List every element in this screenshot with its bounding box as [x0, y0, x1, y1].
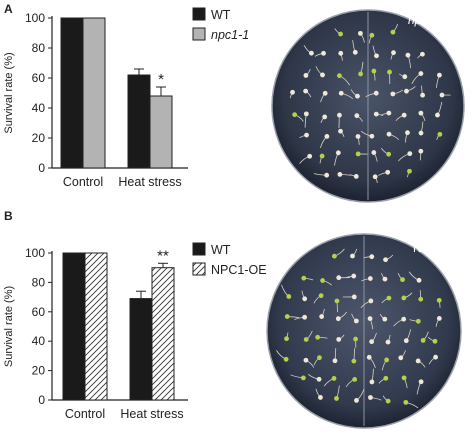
- y-tick-label: 20: [32, 364, 46, 378]
- legend-swatch: [192, 262, 206, 276]
- bar-hatched-1: [151, 267, 175, 401]
- plate-photo-b: [265, 232, 463, 430]
- y-tick-label: 100: [25, 246, 45, 260]
- y-tick-label: 0: [38, 393, 45, 407]
- y-tick-label: 20: [32, 131, 46, 145]
- y-tick-label: 40: [32, 334, 46, 348]
- y-tick-label: 40: [32, 101, 46, 115]
- x-tick-label: Heat stress: [120, 407, 183, 421]
- bar-gray-0: [82, 17, 106, 169]
- x-tick-label: Control: [63, 175, 103, 189]
- bar-solid-0: [62, 252, 86, 401]
- bar-solid-0: [60, 17, 84, 169]
- plate-label-wt-a: WT: [284, 13, 303, 27]
- y-tick-label: 80: [32, 41, 46, 55]
- plate-label-npc1-1: npc1-1: [408, 13, 445, 27]
- bar-solid-1: [129, 298, 153, 401]
- legend-label: WT: [211, 243, 231, 257]
- y-tick-label: 60: [32, 71, 46, 85]
- legend-swatch: [192, 27, 206, 41]
- significance-marker: **: [157, 247, 169, 264]
- y-tick-label: 0: [38, 161, 45, 175]
- bar-gray-1: [149, 95, 173, 169]
- panel-letter-a: A: [4, 2, 13, 16]
- legend-label: WT: [211, 8, 231, 22]
- plate-photo-a: [270, 8, 466, 204]
- bar-hatched-0: [84, 252, 108, 401]
- legend-label: npc1-1: [211, 28, 249, 42]
- panel-letter-b: B: [4, 209, 13, 223]
- chart-a: 0 20 40 60 80 100 Survival rate (%) Control Heat…: [3, 7, 249, 189]
- legend-swatch: [192, 7, 206, 21]
- y-tick-label: 100: [25, 11, 45, 25]
- x-tick-label: Heat stress: [118, 175, 181, 189]
- x-tick-label: Control: [65, 407, 105, 421]
- plate-label-wt-b: WT: [276, 241, 295, 255]
- y-axis-label: Survival rate (%): [3, 52, 15, 133]
- plate-label-npc1-oe: NPC1-OE: [413, 241, 467, 255]
- y-axis-label: Survival rate (%): [3, 286, 15, 367]
- legend-label: NPC1-OE: [211, 263, 267, 277]
- bar-solid-1: [127, 74, 151, 169]
- significance-marker: *: [158, 71, 164, 88]
- legend-swatch: [192, 242, 206, 256]
- chart-b: 0 20 40 60 80 100 Survival rate (%) Control Heat…: [3, 242, 267, 421]
- y-tick-label: 80: [32, 275, 46, 289]
- y-tick-label: 60: [32, 305, 46, 319]
